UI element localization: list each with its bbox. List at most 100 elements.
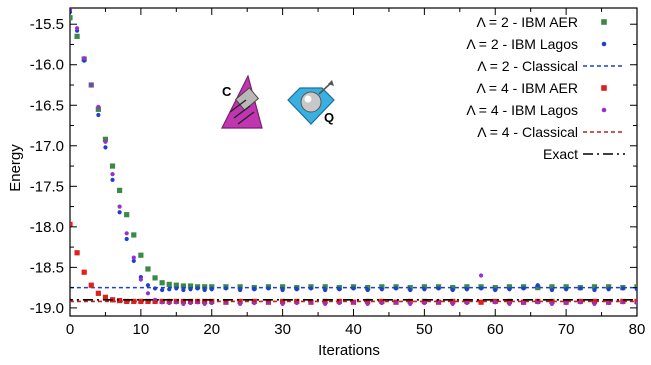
data-point: [365, 287, 370, 293]
data-point: [365, 301, 370, 306]
data-point: [160, 287, 165, 293]
legend: Λ = 2 - IBM AER Λ = 2 - IBM Lagos Λ = 2 - …: [466, 14, 625, 162]
data-point: [407, 298, 413, 305]
data-point: [280, 301, 285, 306]
data-point: [591, 284, 598, 290]
legend-swatch: [601, 85, 607, 91]
data-point: [95, 290, 101, 296]
data-point: [592, 287, 597, 293]
y-tick-label: -16.0: [30, 57, 64, 74]
data-point: [549, 284, 555, 290]
data-point: [450, 301, 455, 306]
data-point: [549, 287, 555, 293]
data-point: [238, 301, 243, 306]
data-point: [280, 284, 286, 290]
x-tick-label: 10: [133, 321, 150, 338]
data-point: [88, 282, 94, 288]
data-point: [145, 283, 151, 288]
legend-swatch: [601, 41, 607, 47]
legend-label: Λ = 4 - Classical: [477, 124, 578, 140]
data-point: [606, 284, 612, 290]
data-point: [493, 300, 498, 305]
quantum-icon: Q: [287, 80, 335, 125]
data-point: [145, 266, 151, 272]
data-point: [507, 301, 512, 306]
legend-label: Λ = 2 - IBM AER: [476, 14, 578, 30]
data-point: [322, 284, 328, 290]
data-point: [202, 284, 208, 290]
data-point: [187, 283, 194, 289]
data-point: [180, 283, 186, 289]
data-point: [110, 177, 115, 182]
data-point: [421, 284, 427, 290]
data-point: [450, 298, 456, 305]
quantum-icon-label: Q: [324, 110, 334, 125]
data-point: [74, 33, 80, 39]
data-point: [535, 285, 541, 291]
data-point: [138, 252, 144, 258]
data-point: [450, 287, 455, 293]
data-point: [145, 291, 151, 296]
y-tick-label: -16.5: [30, 97, 64, 114]
data-point: [95, 106, 101, 112]
y-tick-label: -15.5: [30, 16, 64, 33]
data-point: [117, 298, 123, 304]
data-point: [634, 287, 637, 292]
data-point: [181, 301, 186, 306]
y-tick-label: -18.0: [30, 219, 64, 236]
series-3: [70, 221, 637, 305]
data-point: [323, 287, 328, 293]
method-icons: C Q: [221, 74, 335, 129]
data-point: [202, 301, 207, 306]
axis-ticks: 0 10 20 30 40 50 60 70 80 -15.5 -16.0 -16.5 -17.0 -17…: [30, 8, 645, 338]
data-point: [110, 172, 115, 177]
y-tick-label: -19.0: [30, 300, 64, 317]
legend-label: Λ = 4 - IBM Lagos: [466, 102, 578, 118]
x-axis-label: Iterations: [318, 342, 380, 359]
legend-swatch: [601, 19, 607, 25]
data-point: [535, 300, 540, 305]
data-point: [181, 287, 186, 293]
data-point: [379, 284, 385, 290]
data-point: [323, 301, 328, 306]
data-marks: [70, 8, 637, 306]
data-point: [202, 287, 207, 293]
x-tick-label: 60: [487, 321, 504, 338]
data-point: [408, 301, 413, 306]
x-tick-label: 50: [416, 321, 433, 338]
y-tick-label: -17.0: [30, 138, 64, 155]
data-point: [549, 298, 555, 305]
y-tick-label: -18.5: [30, 259, 64, 276]
data-point: [521, 286, 526, 291]
data-point: [124, 236, 129, 242]
data-point: [173, 282, 179, 288]
y-axis-label: Energy: [7, 144, 24, 192]
data-point: [591, 298, 598, 305]
classical-icon: C: [221, 74, 263, 129]
data-point: [478, 299, 484, 305]
plot-border: [69, 7, 638, 317]
plot-frame: [69, 7, 638, 317]
data-point: [507, 287, 512, 292]
data-point: [74, 250, 80, 256]
data-point: [70, 8, 73, 12]
data-point: [89, 82, 94, 88]
data-point: [70, 15, 73, 21]
data-point: [493, 287, 498, 293]
data-point: [634, 300, 637, 306]
data-point: [102, 294, 109, 300]
data-point: [102, 136, 109, 142]
data-point: [535, 283, 540, 288]
data-point: [103, 145, 108, 150]
data-point: [117, 204, 122, 209]
data-point: [238, 287, 243, 293]
data-point: [209, 284, 215, 290]
data-point: [634, 284, 637, 290]
data-point: [280, 287, 285, 293]
data-point: [131, 255, 136, 260]
x-tick-label: 20: [203, 321, 220, 338]
data-point: [563, 284, 569, 290]
x-tick-label: 30: [274, 321, 291, 338]
data-point: [549, 301, 555, 306]
